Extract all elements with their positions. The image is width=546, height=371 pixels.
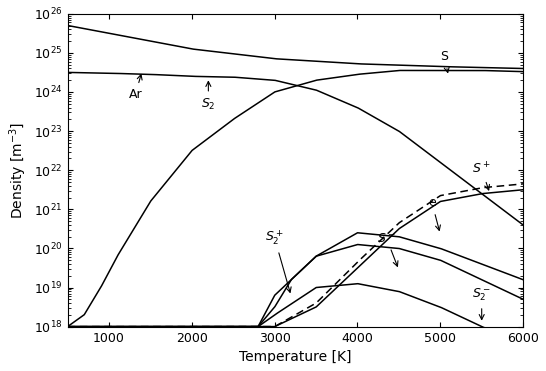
Text: $S_2$: $S_2$ bbox=[201, 82, 216, 112]
Text: e: e bbox=[428, 196, 441, 230]
Text: $S^+$: $S^+$ bbox=[472, 162, 491, 190]
Text: $S_2^-$: $S_2^-$ bbox=[472, 287, 491, 319]
X-axis label: Temperature [K]: Temperature [K] bbox=[239, 350, 352, 364]
Text: Ar: Ar bbox=[129, 75, 143, 101]
Text: $S_2^+$: $S_2^+$ bbox=[265, 229, 291, 292]
Text: $S^-$: $S^-$ bbox=[377, 232, 398, 266]
Y-axis label: Density [m$^{-3}$]: Density [m$^{-3}$] bbox=[7, 122, 28, 219]
Text: S: S bbox=[441, 50, 449, 72]
